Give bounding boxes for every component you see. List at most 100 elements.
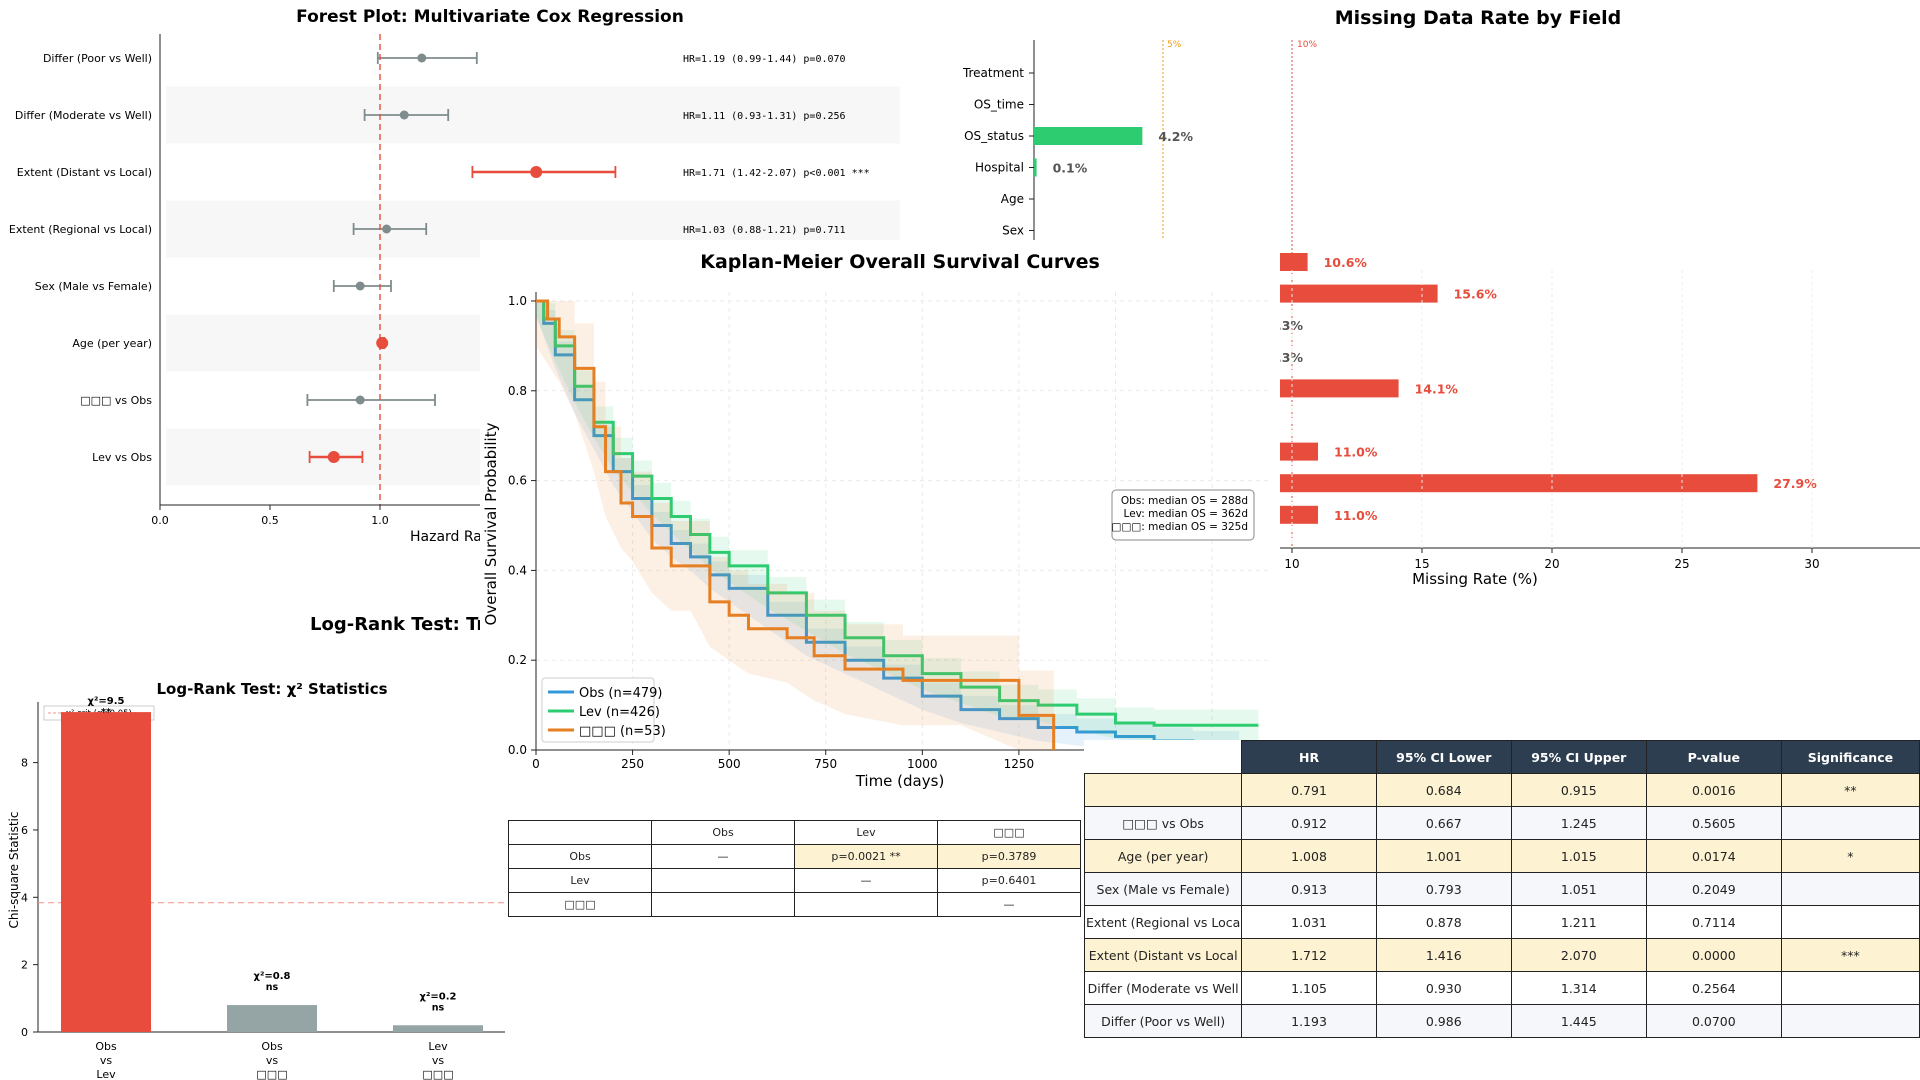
cox-cell: 0.2564	[1645, 971, 1782, 1005]
missing-bar-value: .3%	[1277, 350, 1303, 365]
chi-bar-value: χ²=0.8	[254, 971, 291, 982]
km-y-tick-label: 0.0	[508, 743, 527, 757]
forest-row-band	[166, 86, 900, 144]
cox-header-cell: P-value	[1645, 740, 1782, 774]
missing-bar-value: 14.1%	[1415, 381, 1459, 396]
cox-table-row: □□□ vs Obs 0.912 0.667 1.245 0.5605	[1083, 806, 1920, 840]
forest-x-tick-label: 0.5	[261, 514, 279, 527]
cox-cell	[1780, 1004, 1920, 1038]
pmatrix-header-cell: □□□	[937, 820, 1081, 845]
missing-bar	[1277, 253, 1308, 271]
chi-title: Log-Rank Test: χ² Statistics	[156, 680, 387, 698]
chi-x-tick-label: vs	[100, 1054, 113, 1067]
missing-bar	[1034, 127, 1143, 145]
pmatrix-header-cell	[508, 820, 652, 845]
forest-annotation: HR=1.19 (0.99-1.44) p=0.070	[683, 54, 846, 65]
pmatrix-cell: p=0.6401	[937, 868, 1081, 893]
forest-point	[399, 110, 409, 120]
forest-x-tick-label: 1.0	[371, 514, 389, 527]
cox-cell: 0.791	[1241, 773, 1377, 807]
missing-bar-value: 11.0%	[1334, 445, 1378, 460]
missing-field-label: OS_status	[964, 129, 1024, 143]
cox-cell: 0.5605	[1645, 806, 1782, 840]
km-x-tick-label: 1250	[1004, 757, 1035, 771]
missing-bar	[1277, 284, 1438, 303]
cox-table-row: Sex (Male vs Female) 0.913 0.793 1.051 0.204…	[1083, 872, 1920, 906]
cox-cell: *	[1780, 839, 1920, 873]
km-confidence-band	[536, 300, 1054, 750]
cox-cell: 0.7114	[1645, 905, 1782, 939]
chi-y-tick-label: 4	[21, 891, 28, 904]
missing-bar-value: 11.0%	[1334, 508, 1378, 523]
missing-field-label: Hospital	[975, 161, 1024, 175]
cox-table-row: Extent (Regional vs Loca 1.031 0.878 1.211 0…	[1083, 905, 1920, 939]
missing-field-label: Age	[1001, 192, 1024, 206]
forest-annotation: HR=1.11 (0.93-1.31) p=0.256	[683, 111, 846, 122]
forest-point	[355, 281, 365, 291]
chi-x-tick-label: vs	[432, 1054, 445, 1067]
forest-row-label: Differ (Poor vs Well)	[43, 52, 152, 65]
cox-cell: 1.051	[1510, 872, 1647, 906]
forest-point	[530, 166, 543, 178]
cox-table-row: Differ (Poor vs Well) 1.193 0.986 1.445 0.07…	[1083, 1004, 1920, 1038]
pmatrix-cell: —	[794, 868, 938, 893]
chi-bar	[227, 1005, 317, 1032]
cox-cell: 1.245	[1510, 806, 1647, 840]
pmatrix-cell: —	[937, 892, 1081, 917]
cox-cell: 0.793	[1375, 872, 1512, 906]
km-x-tick-label: 1000	[907, 757, 938, 771]
forest-point	[382, 224, 392, 234]
missing-bar	[1034, 158, 1037, 177]
cox-header-cell: HR	[1241, 740, 1377, 774]
pmatrix-cell: Lev	[508, 868, 652, 893]
chi-x-tick-label: □□□	[422, 1068, 453, 1080]
km-legend-label: □□□ (n=53)	[579, 724, 666, 739]
missing-bar-value: 4.2%	[1158, 129, 1193, 144]
missing-title: Missing Data Rate by Field	[1335, 7, 1622, 29]
cox-cell: ***	[1780, 938, 1920, 972]
forest-point	[355, 395, 365, 405]
pmatrix-cell	[651, 868, 795, 893]
cox-cell: 1.105	[1241, 971, 1377, 1005]
km-y-tick-label: 0.6	[508, 474, 527, 488]
cox-cell: Extent (Regional vs Loca	[1083, 905, 1243, 939]
cox-cell: 0.986	[1375, 1004, 1512, 1038]
cox-cell: 0.878	[1375, 905, 1512, 939]
km-confidence-band	[536, 300, 1259, 742]
pmatrix-cell: p=0.0021 **	[794, 844, 938, 869]
chi-bar	[61, 712, 151, 1032]
chi-bar-significance: ns	[266, 982, 279, 993]
km-chart: Kaplan-Meier Overall Survival Curves 0 250…	[482, 251, 1270, 790]
cox-cell: 0.913	[1241, 872, 1377, 906]
cox-header-cell: 95% CI Lower	[1375, 740, 1512, 774]
chi-bar-significance: ns	[432, 1002, 445, 1013]
km-y-tick-label: 0.8	[508, 384, 527, 398]
cox-cell: Differ (Poor vs Well)	[1083, 1004, 1243, 1038]
cox-cell: Differ (Moderate vs Well	[1083, 971, 1243, 1005]
km-median-label: Lev: median OS = 362d	[1124, 508, 1248, 520]
missing-bar-value: 10.6%	[1324, 255, 1368, 270]
cox-cell	[1083, 773, 1243, 807]
chi-y-tick-label: 0	[21, 1026, 28, 1039]
missing-bar	[1277, 505, 1318, 524]
cox-header-cell	[1085, 741, 1242, 774]
km-y-tick-label: 0.4	[508, 563, 527, 577]
cox-cell	[1780, 971, 1920, 1005]
missing-5pct-label: 5%	[1167, 40, 1182, 50]
missing-x-axis-label: Missing Rate (%)	[1412, 570, 1538, 588]
cox-cell: □□□ vs Obs	[1083, 806, 1243, 840]
cox-cell: 1.031	[1241, 905, 1377, 939]
cox-cell	[1780, 905, 1920, 939]
cox-cell: 0.930	[1375, 971, 1512, 1005]
missing-data-panel: Missing Data Rate by Field 5% Treatment OS_…	[940, 0, 1920, 600]
km-x-tick-label: 500	[718, 757, 741, 771]
cox-cell: 1.712	[1241, 938, 1377, 972]
forest-row-label: Extent (Distant vs Local)	[17, 166, 152, 179]
missing-x-tick-label: 10	[1284, 557, 1299, 571]
cox-cell: 0.0174	[1645, 839, 1782, 873]
missing-bar	[1277, 442, 1318, 461]
cox-cell: 0.912	[1241, 806, 1377, 840]
cox-cell	[1780, 872, 1920, 906]
km-panel: Kaplan-Meier Overall Survival Curves 0 250…	[480, 240, 1280, 800]
cox-cell: 1.445	[1510, 1004, 1647, 1038]
